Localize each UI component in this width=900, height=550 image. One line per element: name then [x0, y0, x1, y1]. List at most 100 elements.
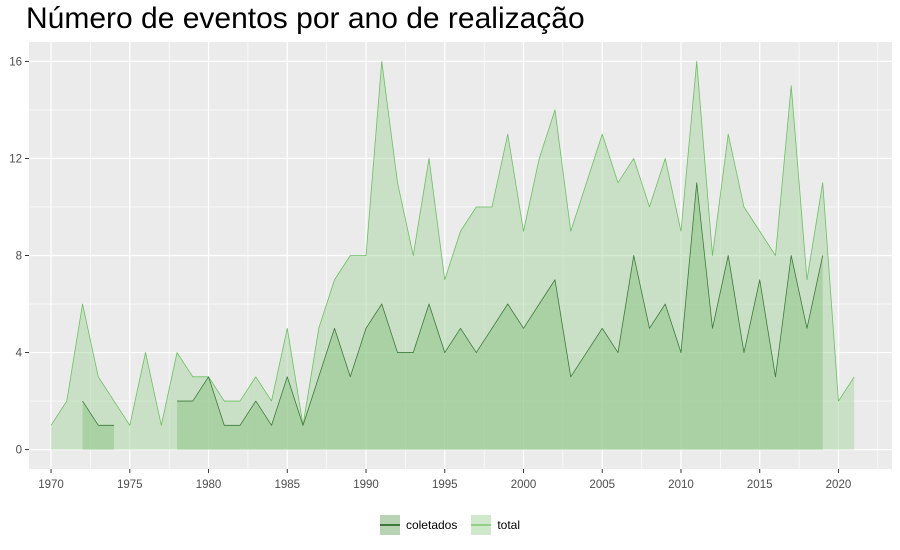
- series-total-point: [397, 182, 398, 183]
- y-tick-label: 0: [16, 445, 22, 457]
- series-total-point: [145, 352, 146, 353]
- series-total-point: [712, 255, 713, 256]
- series-total-point: [539, 158, 540, 159]
- series-coletados-point: [287, 376, 288, 377]
- legend: coletados total: [0, 510, 900, 540]
- series-coletados-point: [807, 328, 808, 329]
- x-tick-label: 1990: [353, 479, 379, 491]
- x-tick-label: 2000: [511, 479, 537, 491]
- series-total-point: [460, 231, 461, 232]
- series-coletados-point: [303, 425, 304, 426]
- series-coletados-point: [82, 401, 83, 402]
- series-total-point: [570, 231, 571, 232]
- series-total-point: [633, 158, 634, 159]
- series-total-point: [523, 231, 524, 232]
- x-tick-label: 1995: [432, 479, 458, 491]
- y-tick-label: 4: [16, 348, 23, 360]
- series-total-point: [381, 61, 382, 62]
- chart-title: Número de eventos por ano de realização: [26, 2, 585, 35]
- series-total-point: [791, 85, 792, 86]
- series-coletados-point: [507, 304, 508, 305]
- series-total-point: [854, 376, 855, 377]
- series-total-point: [822, 182, 823, 183]
- series-total-point: [618, 182, 619, 183]
- series-coletados-point: [366, 328, 367, 329]
- series-coletados-point: [334, 328, 335, 329]
- series-total-point: [602, 134, 603, 135]
- series-coletados-point: [633, 255, 634, 256]
- series-total-point: [775, 255, 776, 256]
- series-coletados-point: [492, 328, 493, 329]
- series-coletados-point: [539, 304, 540, 305]
- series-coletados-point: [397, 352, 398, 353]
- series-total-point: [129, 425, 130, 426]
- series-coletados-point: [192, 401, 193, 402]
- x-tick-label: 1970: [38, 479, 64, 491]
- series-total-point: [350, 255, 351, 256]
- series-coletados-point: [114, 425, 115, 426]
- series-total-line: [50, 61, 855, 426]
- series-coletados-point: [523, 328, 524, 329]
- series-coletados-point: [712, 328, 713, 329]
- series-coletados-point: [318, 376, 319, 377]
- series-total-point: [82, 304, 83, 305]
- series-coletados-point: [208, 376, 209, 377]
- y-tick-label: 8: [16, 251, 22, 263]
- series-coletados-point: [177, 401, 178, 402]
- x-tick-label: 2005: [589, 479, 615, 491]
- legend-key-coletados: [379, 515, 400, 535]
- series-coletados-point: [696, 182, 697, 183]
- series-coletados-point: [775, 376, 776, 377]
- series-coletados-point: [665, 304, 666, 305]
- x-tick-label: 2010: [668, 479, 694, 491]
- x-tick-label: 1975: [117, 479, 143, 491]
- series-coletados-point: [460, 328, 461, 329]
- series-total-point: [51, 425, 52, 426]
- series-coletados-point: [98, 425, 99, 426]
- series-coletados-point: [381, 304, 382, 305]
- legend-item-total: total: [471, 515, 520, 535]
- legend-label-coletados: coletados: [405, 518, 458, 532]
- legend-key-total: [471, 515, 492, 535]
- series-total-point: [334, 279, 335, 280]
- series-total-point: [838, 401, 839, 402]
- series-total-point: [744, 207, 745, 208]
- series-coletados-point: [681, 352, 682, 353]
- series-total-point: [240, 401, 241, 402]
- series-coletados-point: [476, 352, 477, 353]
- series-coletados-point: [618, 352, 619, 353]
- series-coletados-area: [82, 401, 115, 450]
- x-tick-label: 1980: [196, 479, 222, 491]
- series-coletados-point: [822, 255, 823, 256]
- series-coletados-area: [177, 182, 823, 450]
- series-total-point: [161, 425, 162, 426]
- series-total-point: [681, 231, 682, 232]
- series-total-point: [444, 279, 445, 280]
- axis-layer: 1970 1975 1980 1985 1990 1995 2000 2005 2010 2015…: [9, 56, 851, 491]
- series-coletados-point: [602, 328, 603, 329]
- series-coletados-point: [444, 352, 445, 353]
- series-total-point: [114, 401, 115, 402]
- legend-item-coletados: coletados: [379, 515, 458, 535]
- series-total-point: [255, 376, 256, 377]
- series-coletados-point: [429, 304, 430, 305]
- series-coletados-point: [570, 376, 571, 377]
- series-coletados-point: [791, 255, 792, 256]
- series-total-point: [366, 255, 367, 256]
- series-total-point: [271, 401, 272, 402]
- series-coletados-line: [82, 400, 115, 426]
- series-total-point: [192, 376, 193, 377]
- series-total-point: [507, 134, 508, 135]
- series-total-point: [476, 207, 477, 208]
- x-tick-label: 2020: [826, 479, 852, 491]
- series-total-point: [649, 207, 650, 208]
- series-coletados-point: [649, 328, 650, 329]
- series-total-point: [807, 279, 808, 280]
- series-total-point: [555, 110, 556, 111]
- series-coletados-point: [224, 425, 225, 426]
- series-total-point: [318, 328, 319, 329]
- series-total-point: [492, 207, 493, 208]
- series-total-point: [665, 158, 666, 159]
- series-coletados-point: [586, 352, 587, 353]
